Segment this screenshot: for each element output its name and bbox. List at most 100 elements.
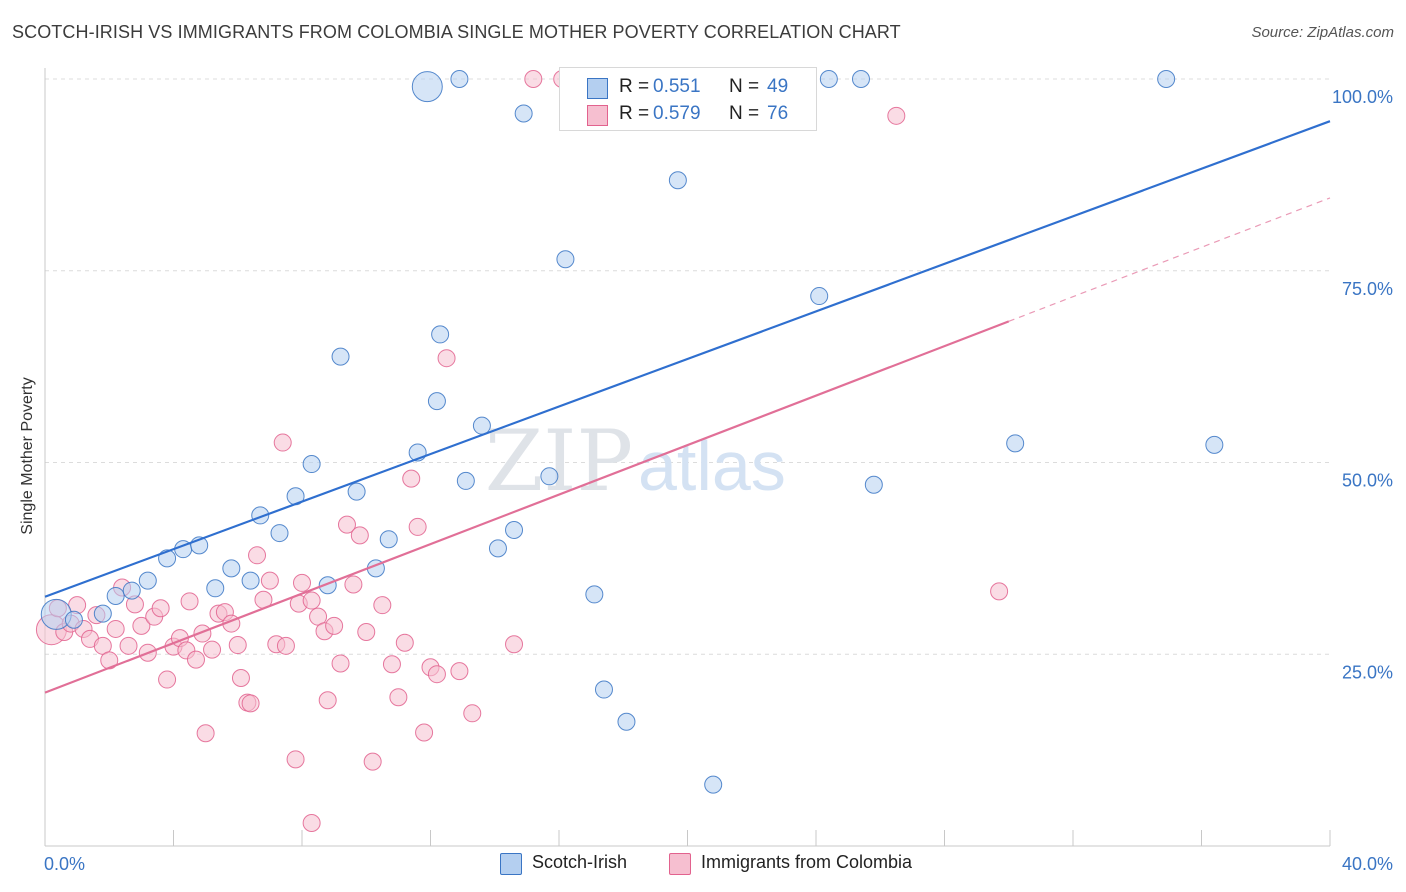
colombia-point [302,813,321,832]
legend-r-value: 0.551 [653,76,701,97]
legend-swatch-pink [587,105,608,126]
colombia-point [158,670,177,689]
scotch-irish-point [1006,434,1025,453]
x-tick-label: 0.0% [44,854,85,874]
scotch-irish-point [540,467,559,486]
colombia-point [180,592,199,611]
trend-line-extrapolated [1008,197,1331,322]
scotch-irish-point [472,416,491,435]
colombia-point [325,616,344,635]
scotch-irish-point [488,539,507,558]
trend-lines [44,120,1331,694]
scotch-irish-point [556,250,575,269]
scotch-irish-point [64,610,83,629]
scotch-irish-point [93,604,112,623]
colombia-point [524,70,543,88]
colombia-point [318,691,337,710]
watermark-atlas: atlas [638,427,786,505]
bottom-legend-label: Immigrants from Colombia [701,852,913,872]
colombia-point [382,655,401,674]
source-note: Source: ZipAtlas.com [1251,24,1394,41]
colombia-point [151,599,170,618]
colombia-point [450,662,469,681]
colombia-point [231,669,250,688]
colombia-point [286,750,305,769]
scotch-irish-point [411,71,443,103]
colombia-point [408,517,427,536]
scotch-irish-point [347,482,366,501]
bottom-legend-swatch-blue [500,853,522,875]
colombia-point [344,575,363,594]
colombia-point [293,573,311,592]
scotch-irish-point [704,775,723,794]
scotch-irish-point [241,571,260,590]
colombia-point [505,635,524,654]
colombia-point [302,591,321,610]
colombia-point [357,623,376,642]
colombia-point [389,688,408,707]
colombia-point [273,433,292,452]
legend-n-value: 49 [767,76,789,97]
trend-line [44,120,1331,598]
bottom-legend-swatch-pink [669,853,691,875]
scotch-irish-point [222,559,241,578]
scotch-irish-point [122,581,141,600]
colombia-point [248,546,267,565]
colombia-point [990,582,1009,601]
scotch-irish-point [302,455,321,474]
colombia-point [276,636,295,655]
scotch-irish-point [668,171,687,190]
scotch-irish-point [331,347,350,366]
scotch-irish-point [1157,70,1176,88]
scotch-irish-point [1205,435,1224,454]
colombia-point [402,469,421,488]
legend-n-label: N = [729,103,760,124]
tick-labels: 25.0% 50.0% 75.0% 100.0% 0.0% 40.0% [44,87,1393,874]
colombia-point [260,571,279,590]
colombia-point [132,616,151,635]
colombia-point [119,636,138,655]
colombia-point [373,596,392,615]
colombia-point [337,515,356,534]
scotch-irish-point [427,392,446,411]
watermark: ZIP atlas [485,412,786,510]
trend-line [44,320,1010,694]
colombia-point [887,106,906,125]
bottom-legend-label: Scotch-Irish [532,852,628,872]
colombia-point [196,724,215,743]
colombia-point [241,694,260,713]
y-tick-label: 100.0% [1332,87,1393,107]
axes [44,68,1331,847]
colombia-point [228,636,247,655]
colombia-point [415,723,434,742]
scotch-irish-point [851,70,870,88]
colombia-point [427,665,446,684]
scotch-irish-point [819,70,838,88]
legend-r-value: 0.579 [653,103,701,124]
scotch-irish-point [514,104,533,123]
scotch-irish-point [138,571,157,590]
scotch-irish-point [505,520,524,539]
scotch-irish-point [864,475,883,494]
legend-r-label: R = [619,103,650,124]
scotch-irish-point [450,70,469,88]
colombia-point [331,654,350,673]
colombia-point [463,704,482,723]
scotch-irish-point [617,712,636,731]
scotch-irish-point [810,287,829,306]
legend-n-value: 76 [767,103,789,124]
scotch-irish-point [585,585,604,604]
scotch-irish-point [594,680,613,699]
y-tick-label: 25.0% [1342,662,1393,682]
colombia-point [395,633,414,652]
series-colombia-points [35,70,1009,832]
scotch-irish-point [106,586,125,605]
correlation-legend: R = 0.551 N = 49 R = 0.579 N = 76 [559,67,817,131]
scotch-irish-point [431,325,450,344]
colombia-point [350,526,369,545]
scotch-irish-point [270,524,289,543]
x-tick-label: 40.0% [1342,854,1393,874]
colombia-point [363,752,382,771]
colombia-point [106,619,125,638]
scotch-irish-point [456,471,475,490]
